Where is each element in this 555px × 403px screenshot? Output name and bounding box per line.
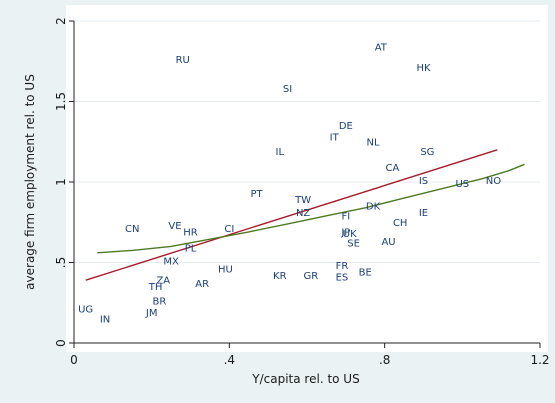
x-tick-label: 1.2 bbox=[530, 353, 549, 367]
y-tick-label: 0 bbox=[54, 339, 68, 347]
point-sg: SG bbox=[420, 147, 434, 158]
point-pt: PT bbox=[250, 189, 263, 200]
point-ie: IE bbox=[419, 208, 428, 219]
axes bbox=[69, 20, 541, 348]
point-nz: NZ bbox=[296, 208, 310, 219]
smoothed-fit-line bbox=[97, 163, 525, 254]
point-es: ES bbox=[336, 272, 349, 283]
y-tick-label: 1 bbox=[54, 178, 68, 186]
point-th: TH bbox=[148, 282, 163, 293]
point-tw: TW bbox=[294, 195, 311, 206]
point-au: AU bbox=[381, 237, 395, 248]
point-si: SI bbox=[283, 84, 292, 95]
point-pl: PL bbox=[185, 244, 197, 255]
gridlines bbox=[74, 20, 540, 263]
x-tick-label: .4 bbox=[224, 353, 235, 367]
point-it: IT bbox=[330, 132, 340, 143]
point-at: AT bbox=[375, 42, 388, 53]
point-dk: DK bbox=[366, 202, 381, 213]
y-axis-title: average firm employment rel. to US bbox=[23, 74, 37, 290]
point-za: ZA bbox=[156, 276, 170, 287]
point-se: SE bbox=[347, 239, 360, 250]
point-il: IL bbox=[276, 147, 285, 158]
point-uk: UK bbox=[343, 229, 357, 240]
point-in: IN bbox=[100, 314, 110, 325]
plot-area bbox=[66, 5, 548, 352]
fit-lines bbox=[85, 149, 525, 281]
y-tick-label: 2 bbox=[54, 17, 68, 25]
point-fr: FR bbox=[336, 261, 349, 272]
point-ve: VE bbox=[168, 221, 181, 232]
point-mx: MX bbox=[163, 256, 179, 267]
point-ci: CI bbox=[224, 224, 234, 235]
tick-labels: 0 .5 1 1.5 2 0 .4 .8 1.2 bbox=[54, 17, 550, 367]
linear-fit-line bbox=[85, 149, 498, 281]
point-hu: HU bbox=[218, 264, 233, 275]
point-no: NO bbox=[486, 176, 501, 187]
y-tick-label: .5 bbox=[54, 257, 68, 268]
point-ar: AR bbox=[195, 279, 209, 290]
point-fi: FI bbox=[341, 211, 350, 222]
point-hk: HK bbox=[416, 63, 431, 74]
point-us: US bbox=[455, 179, 469, 190]
point-jm: JM bbox=[145, 308, 158, 319]
point-ug: UG bbox=[78, 305, 93, 316]
x-tick-label: .8 bbox=[379, 353, 390, 367]
point-gr: GR bbox=[304, 271, 319, 282]
point-ch: CH bbox=[393, 218, 408, 229]
point-cn: CN bbox=[125, 224, 139, 235]
x-tick-label: 0 bbox=[70, 353, 78, 367]
y-tick-label: 1.5 bbox=[54, 92, 68, 111]
point-is: IS bbox=[419, 176, 428, 187]
point-kr: KR bbox=[273, 271, 287, 282]
point-br: BR bbox=[153, 297, 167, 308]
point-hr: HR bbox=[183, 227, 198, 238]
x-axis-title: Y/capita rel. to US bbox=[251, 372, 359, 386]
point-ru: RU bbox=[176, 55, 190, 66]
point-jp: JP bbox=[340, 227, 350, 238]
point-be: BE bbox=[359, 268, 372, 279]
point-ca: CA bbox=[386, 163, 400, 174]
point-de: DE bbox=[339, 121, 353, 132]
point-nl: NL bbox=[366, 137, 379, 148]
